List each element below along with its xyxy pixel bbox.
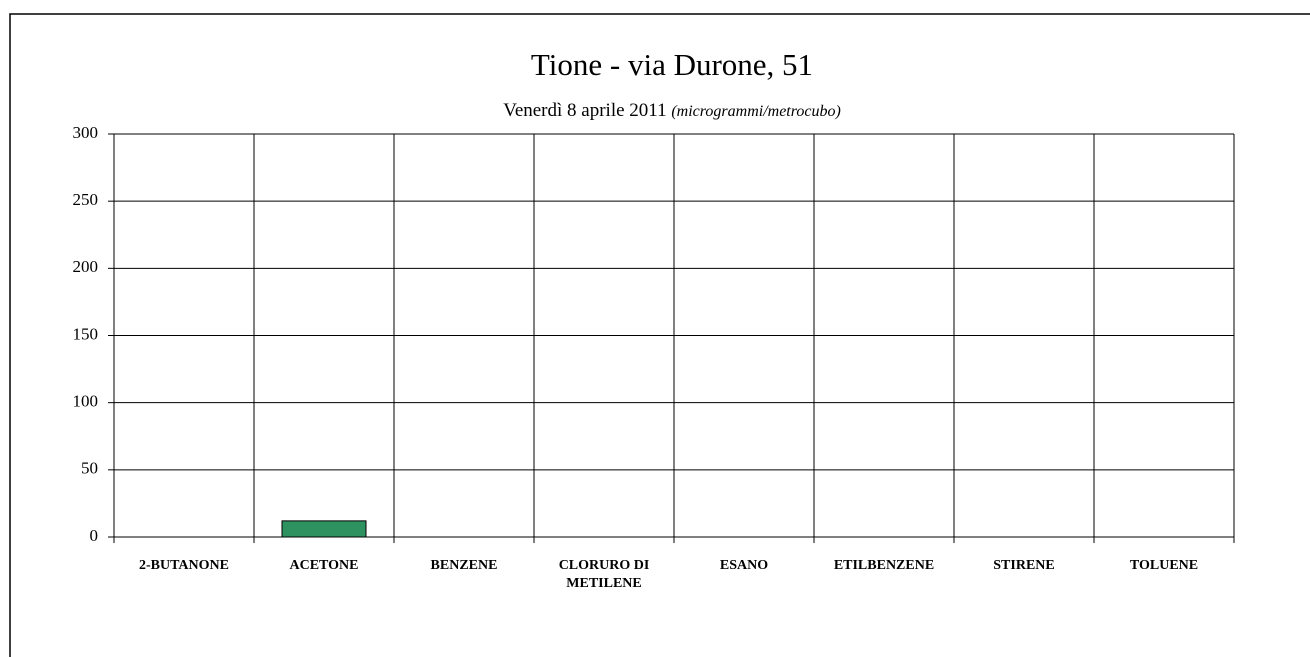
subtitle: Venerdì 8 aprile 2011 [503, 100, 666, 121]
x-tick-label: ACETONE [289, 558, 359, 573]
x-tick-label: 2-BUTANONE [139, 558, 229, 573]
y-tick-label: 50 [81, 459, 98, 478]
x-tick-label: ETILBENZENE [833, 558, 935, 573]
unit-note: (microgrammi/metrocubo) [671, 103, 840, 120]
y-tick-label: 200 [73, 257, 99, 276]
x-tick-label: STIRENE [993, 558, 1055, 573]
x-tick-label: BENZENE [430, 558, 498, 573]
y-tick-label: 250 [73, 190, 99, 209]
y-tick-label: 100 [73, 392, 99, 411]
y-tick-label: 150 [73, 324, 99, 343]
bar [281, 520, 367, 538]
x-tick-label: ESANO [719, 558, 769, 573]
y-tick-label: 300 [73, 123, 99, 142]
x-tick-label: TOLUENE [1129, 558, 1199, 573]
chart-subtitle: Venerdì 8 aprile 2011 (microgrammi/metro… [503, 100, 841, 121]
x-tick-label: CLORURO DI METILENE [558, 558, 650, 591]
chart-border [9, 13, 1310, 657]
y-tick-label: 0 [90, 526, 99, 545]
chart-title: Tione - via Durone, 51 [531, 47, 813, 82]
